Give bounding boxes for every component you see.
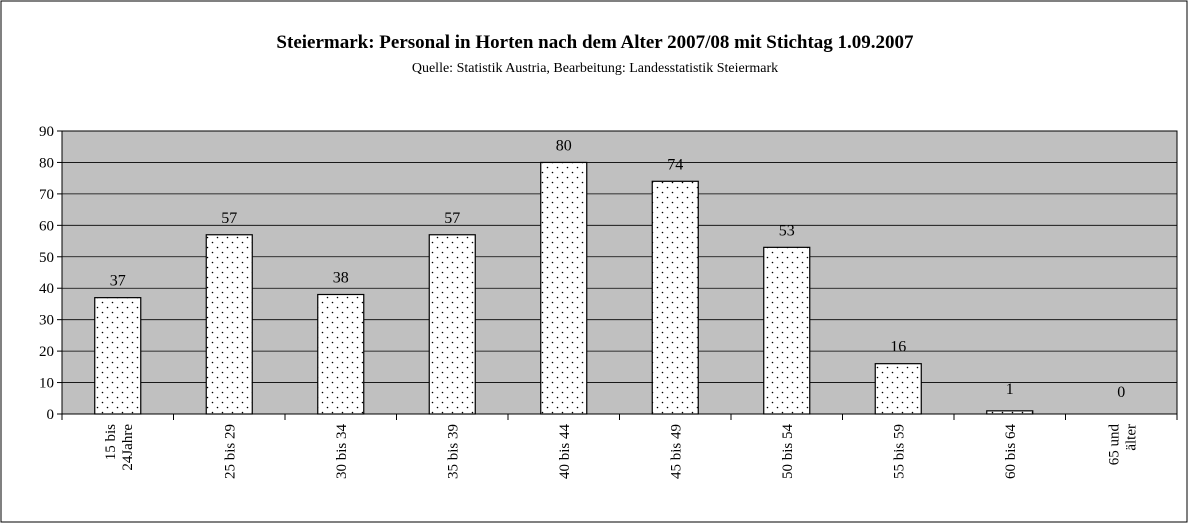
x-tick-label: 25 bis 29: [222, 424, 238, 479]
x-tick-label: 35 bis 39: [445, 424, 461, 479]
value-label: 1: [1006, 381, 1014, 398]
value-label: 53: [779, 222, 795, 239]
value-label: 74: [667, 156, 683, 173]
x-tick-label: 50 bis 54: [780, 424, 796, 480]
bar: [986, 410, 1034, 415]
y-tick-label: 90: [39, 124, 54, 140]
y-tick-label: 10: [39, 376, 54, 392]
value-label: 0: [1117, 384, 1125, 401]
y-tick-label: 30: [39, 313, 54, 329]
x-tick-label: 40 bis 44: [557, 424, 573, 480]
bar: [874, 363, 922, 415]
x-tick-label: 15 bis24Jahre: [103, 424, 136, 471]
x-tick-label: 45 bis 49: [668, 424, 684, 479]
chart-subtitle: Quelle: Statistik Austria, Bearbeitung: …: [412, 61, 778, 76]
y-tick-label: 40: [39, 281, 54, 297]
value-label: 37: [110, 273, 126, 290]
bar: [540, 161, 588, 415]
x-tick-label: 60 bis 64: [1003, 424, 1019, 480]
x-tick-label: 65 undälter: [1106, 424, 1139, 466]
y-tick-label: 50: [39, 250, 54, 266]
bar: [763, 246, 811, 415]
value-label: 80: [556, 137, 572, 154]
bar: [428, 234, 476, 415]
chart-title: Steiermark: Personal in Horten nach dem …: [276, 32, 914, 53]
bar: [651, 180, 699, 415]
value-label: 16: [890, 339, 906, 356]
y-tick-label: 60: [39, 218, 54, 234]
value-label: 57: [221, 210, 237, 227]
y-tick-label: 0: [47, 407, 55, 423]
value-label: 38: [333, 270, 349, 287]
y-tick-label: 20: [39, 344, 54, 360]
y-tick-label: 80: [39, 155, 54, 171]
bar: [94, 297, 142, 415]
y-tick-label: 70: [39, 187, 54, 203]
value-label: 57: [444, 210, 460, 227]
bar: [205, 234, 253, 415]
bar: [317, 293, 365, 415]
x-tick-label: 30 bis 34: [334, 424, 350, 480]
x-tick-label: 55 bis 59: [891, 424, 907, 479]
